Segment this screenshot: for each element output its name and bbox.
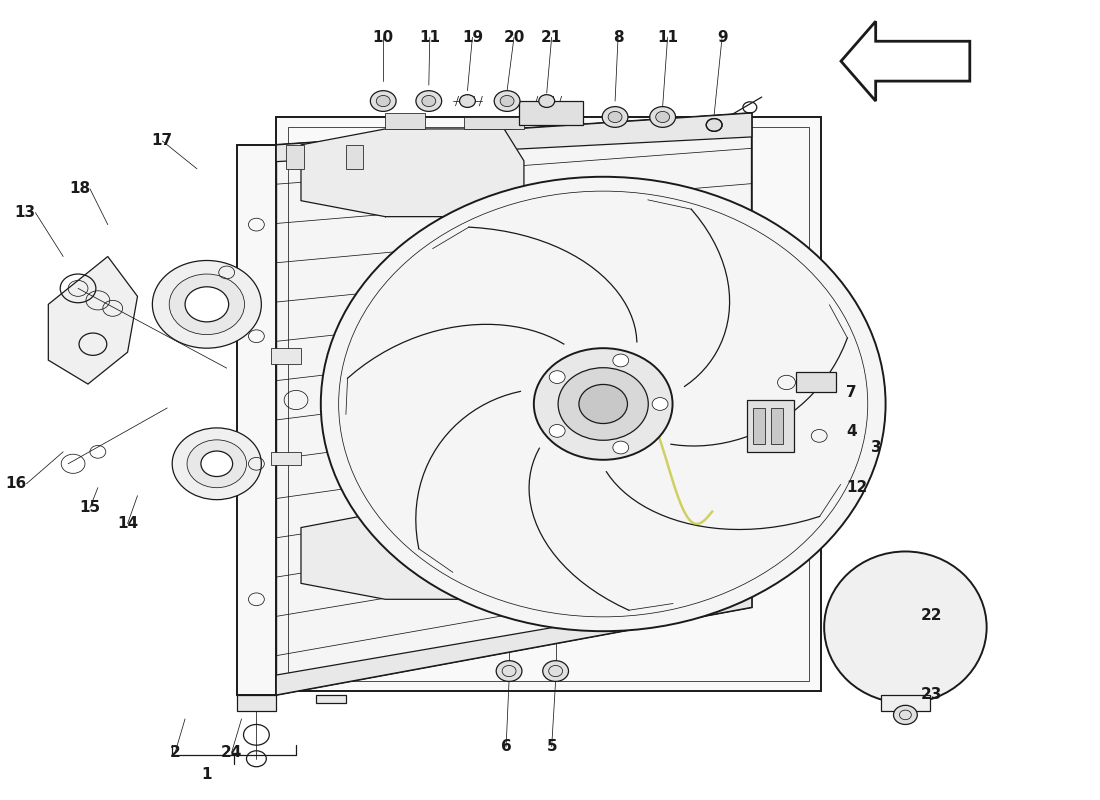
Text: 3: 3 — [871, 440, 881, 455]
Polygon shape — [345, 145, 363, 169]
Text: 12: 12 — [846, 480, 867, 495]
Circle shape — [376, 95, 390, 106]
Polygon shape — [276, 113, 751, 695]
Polygon shape — [286, 145, 304, 169]
Circle shape — [500, 95, 514, 106]
Circle shape — [321, 177, 886, 631]
Text: 13: 13 — [14, 205, 35, 220]
Polygon shape — [276, 113, 751, 162]
Text: EURORICAMBI: EURORICAMBI — [345, 297, 805, 471]
Circle shape — [549, 370, 565, 383]
Text: a passion: a passion — [480, 526, 627, 592]
Polygon shape — [48, 257, 138, 384]
Text: 23: 23 — [921, 687, 942, 702]
Text: 9: 9 — [717, 30, 727, 45]
Polygon shape — [752, 408, 764, 444]
Circle shape — [602, 106, 628, 127]
Text: 11: 11 — [419, 30, 440, 45]
Text: 18: 18 — [69, 182, 90, 196]
Circle shape — [169, 274, 244, 334]
Text: 7: 7 — [846, 385, 857, 399]
Circle shape — [608, 111, 622, 122]
Circle shape — [650, 106, 675, 127]
Circle shape — [185, 286, 229, 322]
Circle shape — [539, 94, 554, 107]
Polygon shape — [519, 101, 583, 125]
Polygon shape — [881, 695, 931, 711]
Text: 24: 24 — [221, 745, 242, 760]
Circle shape — [496, 661, 521, 682]
Circle shape — [153, 261, 262, 348]
Polygon shape — [272, 348, 301, 364]
Text: 22: 22 — [921, 608, 942, 622]
Circle shape — [893, 706, 917, 725]
Text: 16: 16 — [6, 476, 26, 491]
Text: 8: 8 — [613, 30, 624, 45]
Circle shape — [656, 111, 670, 122]
Circle shape — [542, 661, 569, 682]
Text: 19: 19 — [462, 30, 483, 45]
Text: 1: 1 — [201, 767, 212, 782]
Circle shape — [371, 90, 396, 111]
Polygon shape — [796, 372, 836, 392]
Text: 5: 5 — [547, 739, 557, 754]
Circle shape — [558, 368, 648, 440]
Circle shape — [534, 348, 672, 460]
Polygon shape — [316, 695, 345, 703]
Circle shape — [201, 451, 232, 477]
Text: 4: 4 — [846, 424, 857, 439]
Text: 11: 11 — [657, 30, 678, 45]
Text: 15: 15 — [79, 500, 100, 515]
Text: 10: 10 — [373, 30, 394, 45]
Text: 17: 17 — [152, 134, 173, 149]
Circle shape — [494, 90, 520, 111]
Polygon shape — [236, 695, 276, 711]
Text: 21: 21 — [541, 30, 562, 45]
Polygon shape — [276, 594, 751, 695]
Text: 14: 14 — [117, 516, 139, 531]
Text: 1985: 1985 — [547, 461, 670, 531]
Circle shape — [187, 440, 246, 488]
Polygon shape — [301, 512, 524, 599]
Circle shape — [416, 90, 442, 111]
Polygon shape — [385, 113, 425, 129]
Polygon shape — [771, 408, 782, 444]
Polygon shape — [464, 117, 524, 129]
Polygon shape — [236, 145, 276, 695]
Polygon shape — [301, 129, 524, 217]
Ellipse shape — [824, 551, 987, 703]
Text: 20: 20 — [504, 30, 525, 45]
Text: 2: 2 — [169, 745, 180, 760]
Circle shape — [706, 118, 722, 131]
Circle shape — [579, 385, 627, 423]
Polygon shape — [842, 22, 970, 101]
Text: 6: 6 — [500, 739, 512, 754]
Polygon shape — [272, 452, 301, 466]
Circle shape — [173, 428, 262, 500]
Circle shape — [652, 398, 668, 410]
Circle shape — [613, 354, 629, 367]
Circle shape — [613, 441, 629, 454]
Circle shape — [422, 95, 436, 106]
Polygon shape — [747, 400, 794, 452]
Circle shape — [460, 94, 475, 107]
Polygon shape — [276, 117, 822, 691]
Circle shape — [549, 425, 565, 438]
